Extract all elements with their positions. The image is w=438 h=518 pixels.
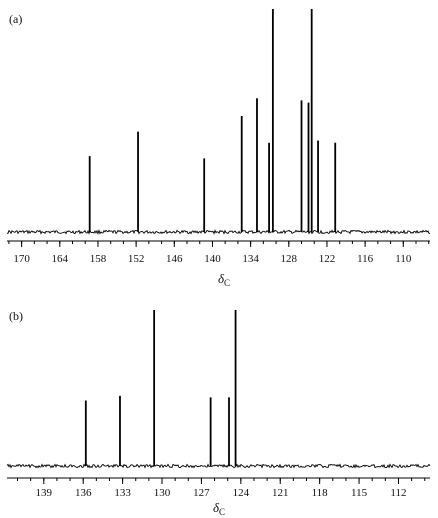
panel-a-tick-label: 164 <box>52 253 69 265</box>
panel-b-baseline-noise <box>6 463 431 469</box>
panel-b-tick-labels: 139 136 133 130 127 124 121 118 115 112 <box>36 487 407 499</box>
panel-b-tick-label: 115 <box>351 487 368 499</box>
panel-a-tick-label: 146 <box>166 253 183 265</box>
panel-a-peaks <box>88 9 337 232</box>
panel-b-x-axis-label-subscript: C <box>219 507 225 517</box>
panel-a-x-axis-label: δC <box>218 271 230 288</box>
panel-b-x-axis-label-symbol: δ <box>213 500 220 515</box>
panel-a-tick-label: 122 <box>319 253 336 265</box>
panel-a-label: (a) <box>9 12 22 26</box>
panel-a: (a) 170 164 158 152 146 140 134 128 122 116 110 δC <box>6 9 431 288</box>
panel-a-tick-label: 140 <box>204 253 221 265</box>
panel-b-x-axis-label: δC <box>213 500 225 517</box>
panel-a-x-axis-label-symbol: δ <box>218 271 225 286</box>
panel-b-baseline-trace <box>6 463 431 469</box>
panel-a-tick-label: 116 <box>357 253 374 265</box>
panel-a-baseline-trace <box>6 229 431 235</box>
panel-a-tick-label: 110 <box>395 253 412 265</box>
panel-b-tick-label: 121 <box>272 487 289 499</box>
panel-b-tick-label: 130 <box>154 487 171 499</box>
panel-b: (b) 139 136 133 130 127 124 121 118 115 112 δC <box>6 309 431 517</box>
panel-a-x-axis-label-subscript: C <box>224 278 230 288</box>
panel-b-tick-label: 118 <box>312 487 329 499</box>
panel-a-tick-label: 128 <box>281 253 298 265</box>
panel-a-ticks <box>8 241 430 247</box>
panel-b-tick-label: 139 <box>36 487 53 499</box>
panel-a-tick-label: 134 <box>242 253 259 265</box>
panel-b-tick-label: 136 <box>75 487 92 499</box>
panel-a-tick-label: 170 <box>13 253 30 265</box>
panel-a-baseline-noise <box>6 229 431 235</box>
panel-b-tick-label: 127 <box>193 487 210 499</box>
panel-b-tick-label: 112 <box>390 487 406 499</box>
panel-b-label: (b) <box>9 309 23 323</box>
panel-b-tick-label: 124 <box>233 487 250 499</box>
panel-b-tick-label: 133 <box>114 487 131 499</box>
panel-a-tick-label: 152 <box>128 253 145 265</box>
panel-a-tick-labels: 170 164 158 152 146 140 134 128 122 116 110 <box>13 253 411 265</box>
panel-b-peaks <box>84 310 237 466</box>
panel-a-tick-label: 158 <box>90 253 107 265</box>
panel-b-ticks <box>17 478 426 484</box>
